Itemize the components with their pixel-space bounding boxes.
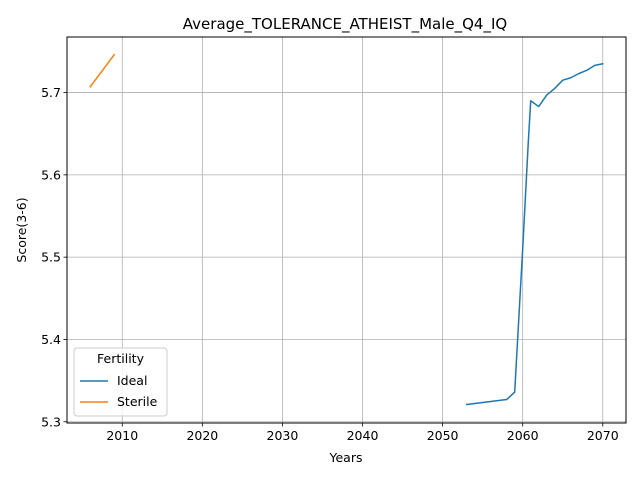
- y-tick-label: 5.3: [41, 414, 61, 429]
- y-tick-label: 5.7: [41, 85, 61, 100]
- plot-frame: [66, 36, 627, 424]
- legend: Fertility Ideal Sterile: [73, 347, 168, 417]
- chart-title: Average_TOLERANCE_ATHEIST_Male_Q4_IQ: [183, 15, 507, 34]
- y-tick-label: 5.6: [41, 167, 61, 182]
- x-axis-label: Years: [329, 450, 363, 465]
- x-gridlines: [121, 37, 604, 423]
- y-tick-label: 5.5: [41, 250, 61, 265]
- legend-box: [73, 347, 168, 417]
- series-line-ideal: [465, 62, 604, 406]
- series-lines: [89, 53, 604, 406]
- x-tick-label: 2030: [267, 428, 299, 443]
- x-axis: 2010 2020 2030 2040 2050 2060 2070: [106, 423, 619, 443]
- series-line-sterile: [89, 53, 116, 88]
- legend-label-sterile: Sterile: [117, 394, 158, 409]
- x-tick-label: 2060: [507, 428, 539, 443]
- legend-label-ideal: Ideal: [117, 373, 147, 388]
- y-axis: 5.3 5.4 5.5 5.6 5.7: [41, 85, 67, 429]
- x-tick-label: 2020: [186, 428, 218, 443]
- x-tick-label: 2070: [587, 428, 619, 443]
- x-tick-label: 2040: [347, 428, 379, 443]
- x-tick-label: 2010: [106, 428, 138, 443]
- y-gridlines: [67, 92, 626, 423]
- legend-title: Fertility: [97, 351, 145, 366]
- y-axis-label: Score(3-6): [14, 197, 29, 262]
- y-tick-label: 5.4: [41, 332, 61, 347]
- x-tick-label: 2050: [427, 428, 459, 443]
